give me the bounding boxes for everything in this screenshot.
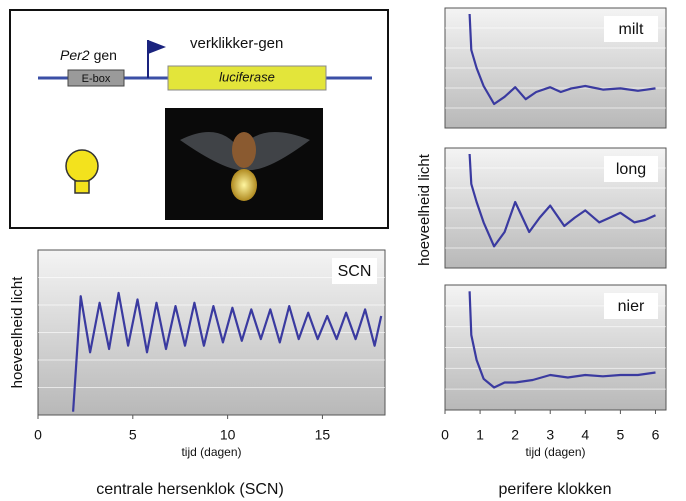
ebox-label: E-box (82, 73, 111, 85)
reporter-label: verklikker-gen (190, 35, 283, 52)
x-tick-label: 4 (581, 427, 589, 443)
bulb (65, 149, 99, 183)
data-line (72, 291, 383, 412)
promoter-flag (148, 40, 166, 54)
luciferase-label: luciferase (219, 69, 275, 84)
ebox-box (67, 69, 125, 87)
gene-name: Per2 (60, 47, 90, 63)
x-tick-label: 0 (441, 427, 449, 443)
x-tick-label: 1 (476, 427, 484, 443)
y-axis-label: hoeveelheid licht (9, 276, 26, 389)
x-tick-label: 6 (652, 427, 660, 443)
panel-label: SCN (338, 263, 372, 280)
panel-label-box (604, 16, 658, 42)
x-tick-label: 15 (315, 427, 331, 443)
x-tick-label: 5 (616, 427, 624, 443)
panel-label-box (604, 156, 658, 182)
panel-label-box (604, 293, 658, 319)
x-tick-label: 10 (220, 427, 236, 443)
x-tick-label: 2 (511, 427, 519, 443)
x-axis-label: tijd (dagen) (525, 445, 585, 459)
panel-label: long (616, 161, 646, 178)
data-line (468, 13, 656, 106)
x-axis-label: tijd (dagen) (181, 445, 241, 459)
x-tick-label: 3 (546, 427, 554, 443)
x-tick-label: 5 (129, 427, 137, 443)
luciferase-box (167, 65, 327, 91)
data-line (468, 291, 656, 389)
gene-suffix: gen (94, 47, 117, 63)
panel-label: milt (619, 21, 644, 38)
firefly-body (232, 132, 256, 168)
right-y-label: hoeveelheid licht (416, 153, 433, 266)
firefly-lantern (231, 169, 257, 201)
left-caption: centrale hersenklok (SCN) (96, 481, 284, 498)
panel-label-box (332, 258, 377, 284)
gene-label: Per2 gen (60, 47, 117, 63)
bulb-base (74, 180, 90, 194)
panel-label: nier (618, 298, 645, 315)
x-tick-label: 0 (34, 427, 42, 443)
data-line (468, 153, 656, 248)
right-caption: perifere klokken (499, 481, 612, 498)
